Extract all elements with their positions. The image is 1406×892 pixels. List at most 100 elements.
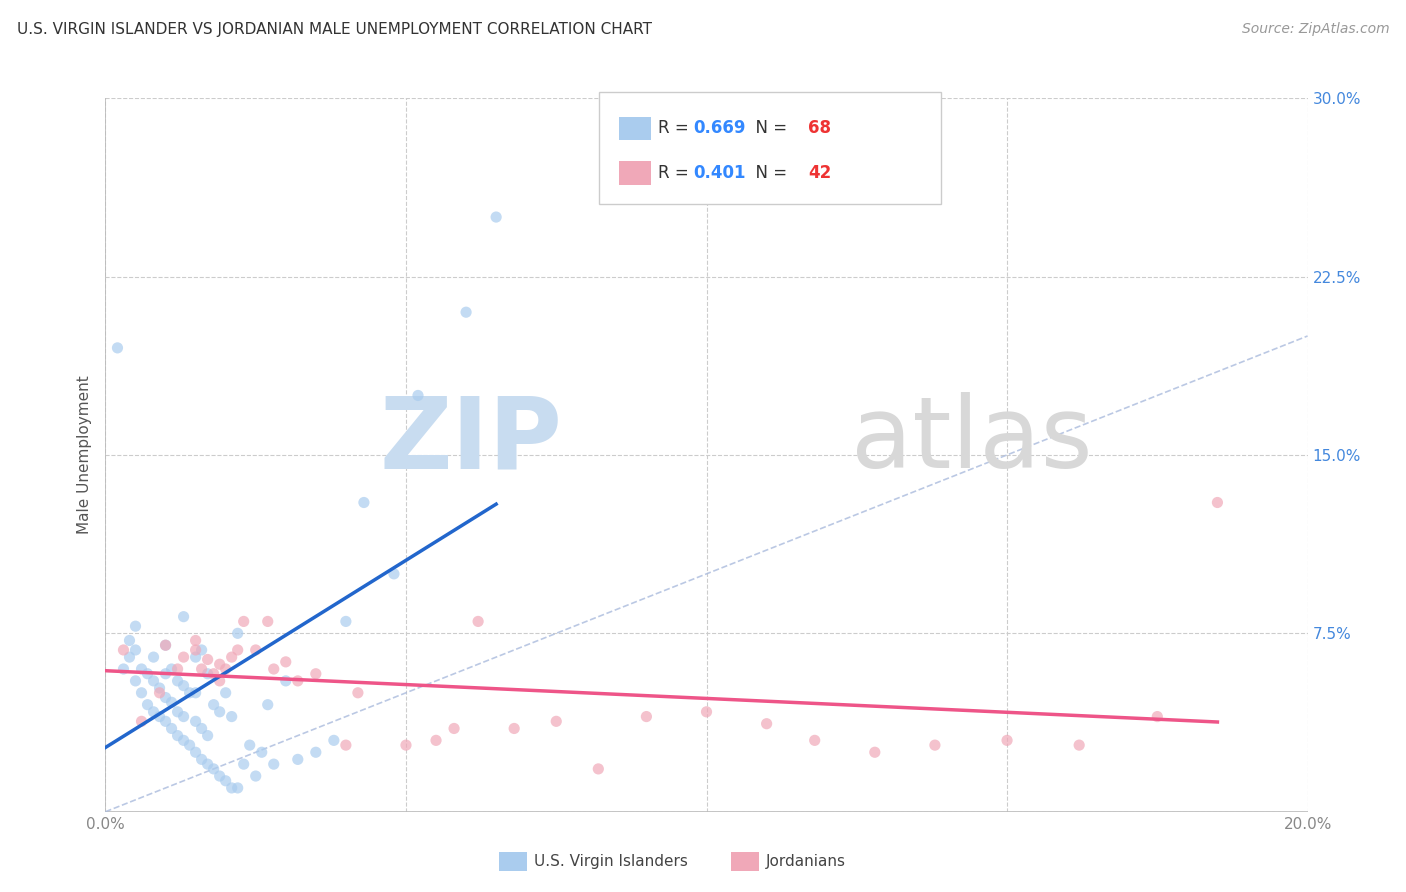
Point	[118, 650, 141, 665]
Point	[179, 738, 201, 752]
Point	[755, 716, 778, 731]
Point	[173, 709, 195, 723]
Point	[208, 657, 231, 672]
Point	[118, 633, 141, 648]
Point	[221, 650, 243, 665]
Point	[406, 388, 429, 402]
Point	[131, 714, 153, 729]
Point	[190, 722, 212, 736]
Point	[263, 757, 285, 772]
Point	[250, 745, 273, 759]
Text: 0.401: 0.401	[693, 164, 745, 182]
Point	[485, 210, 508, 224]
Point	[173, 733, 195, 747]
Point	[166, 705, 188, 719]
Point	[274, 655, 297, 669]
Point	[995, 733, 1018, 747]
Point	[208, 673, 231, 688]
Point	[467, 615, 489, 629]
Point	[263, 662, 285, 676]
Point	[232, 615, 254, 629]
Text: N =: N =	[745, 164, 793, 182]
Point	[155, 690, 177, 705]
Point	[256, 615, 278, 629]
Point	[124, 673, 146, 688]
Point	[179, 686, 201, 700]
Point	[1069, 738, 1091, 752]
Point	[166, 673, 188, 688]
Point	[173, 609, 195, 624]
Point	[190, 662, 212, 676]
Text: 0.669: 0.669	[693, 120, 745, 137]
Point	[173, 650, 195, 665]
Text: 42: 42	[808, 164, 832, 182]
Point	[221, 780, 243, 795]
Point	[221, 709, 243, 723]
Point	[160, 662, 183, 676]
Point	[274, 673, 297, 688]
Point	[197, 757, 219, 772]
Text: R =: R =	[658, 164, 695, 182]
Point	[454, 305, 477, 319]
Point	[305, 745, 328, 759]
Point	[112, 643, 135, 657]
Point	[197, 652, 219, 666]
Point	[184, 643, 207, 657]
Point	[202, 762, 225, 776]
Point	[239, 738, 262, 752]
Point	[112, 662, 135, 676]
Point	[395, 738, 418, 752]
Text: U.S. VIRGIN ISLANDER VS JORDANIAN MALE UNEMPLOYMENT CORRELATION CHART: U.S. VIRGIN ISLANDER VS JORDANIAN MALE U…	[17, 22, 652, 37]
Point	[353, 495, 375, 509]
Point	[202, 698, 225, 712]
Point	[588, 762, 610, 776]
Point	[546, 714, 568, 729]
Point	[382, 566, 405, 581]
Point	[155, 666, 177, 681]
Point	[803, 733, 825, 747]
Text: Source: ZipAtlas.com: Source: ZipAtlas.com	[1241, 22, 1389, 37]
Point	[190, 752, 212, 766]
Point	[136, 698, 159, 712]
Point	[184, 714, 207, 729]
Point	[305, 666, 328, 681]
Point	[347, 686, 370, 700]
Point	[214, 662, 236, 676]
Point	[197, 666, 219, 681]
Point	[184, 650, 207, 665]
Point	[287, 752, 309, 766]
Point	[287, 673, 309, 688]
Point	[425, 733, 447, 747]
Point	[208, 769, 231, 783]
Text: Jordanians: Jordanians	[766, 855, 846, 869]
Point	[173, 679, 195, 693]
Point	[322, 733, 344, 747]
Point	[335, 738, 357, 752]
Point	[131, 686, 153, 700]
Point	[155, 714, 177, 729]
Y-axis label: Male Unemployment: Male Unemployment	[77, 376, 93, 534]
Point	[155, 638, 177, 652]
Text: N =: N =	[745, 120, 793, 137]
Point	[197, 729, 219, 743]
Point	[924, 738, 946, 752]
Point	[124, 619, 146, 633]
Point	[166, 729, 188, 743]
Point	[202, 666, 225, 681]
Point	[148, 686, 170, 700]
Point	[190, 643, 212, 657]
Point	[226, 643, 249, 657]
Text: ZIP: ZIP	[380, 392, 562, 489]
Point	[1146, 709, 1168, 723]
Point	[208, 705, 231, 719]
Point	[443, 722, 465, 736]
Point	[226, 780, 249, 795]
Text: atlas: atlas	[851, 392, 1092, 489]
Point	[335, 615, 357, 629]
Point	[160, 722, 183, 736]
Point	[245, 643, 267, 657]
Point	[155, 638, 177, 652]
Point	[245, 769, 267, 783]
Point	[214, 773, 236, 788]
Point	[131, 662, 153, 676]
